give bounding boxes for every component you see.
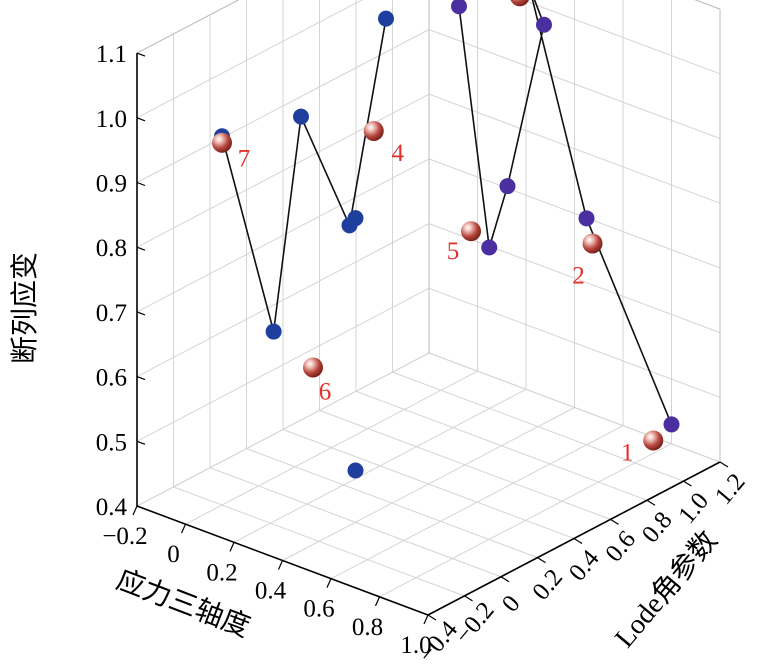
- point-label: 5: [447, 238, 460, 265]
- data-point-purple: [481, 239, 498, 256]
- point-label: 2: [572, 262, 585, 289]
- tick-label-lode: 1.2: [710, 469, 751, 510]
- tick-label-strain: 0.7: [96, 300, 127, 327]
- tick-mark-lode: [610, 518, 619, 525]
- data-point-blue: [378, 10, 394, 27]
- data-point-purple: [536, 16, 552, 33]
- point-label: 6: [319, 378, 332, 405]
- grid-line-floor-lode: [282, 429, 575, 539]
- tick-label-lode: 0: [497, 590, 526, 617]
- grid-line-wall-strain: [428, 93, 721, 204]
- data-point-blue: [265, 323, 282, 340]
- data-point-blue: [347, 462, 364, 479]
- tick-label-strain: 0.9: [96, 171, 127, 198]
- data-point-blue: [293, 108, 309, 125]
- grid-line-floor-lode: [392, 371, 684, 482]
- tick-label-lode: 0.6: [600, 526, 641, 567]
- data-point-sphere: [510, 0, 530, 7]
- tick-label-lode: −0.2: [450, 597, 500, 649]
- data-point-purple: [451, 0, 467, 15]
- point-labels: 1 2 3 4 5 6 7: [238, 0, 634, 466]
- tick-mark-triax: [277, 560, 284, 570]
- point-label: 1: [621, 439, 634, 466]
- tick-label-triax: −0.2: [102, 523, 147, 550]
- tick-mark-strain: [136, 376, 146, 381]
- tick-mark-lode: [719, 461, 729, 468]
- tick-mark-triax: [326, 578, 332, 588]
- tick-label-lode: 1.0: [673, 488, 714, 529]
- data-point-sphere: [303, 357, 323, 378]
- point-label: 7: [238, 146, 251, 173]
- grid-line-wall-strain: [428, 352, 721, 463]
- grid-line-wall-strain: [428, 287, 721, 398]
- grid-line-wall-strain: [521, 0, 721, 75]
- tick-mark-triax: [374, 596, 381, 607]
- data-point-sphere: [461, 221, 481, 242]
- tick-label-triax: 0.8: [352, 614, 383, 641]
- grid-line-wall-strain: [136, 0, 363, 119]
- grid-line-floor-lode: [319, 409, 611, 520]
- grid-line-wall-strain: [428, 223, 721, 334]
- tick-label-triax: 1.0: [400, 632, 431, 659]
- tick-mark-strain: [136, 311, 146, 316]
- tick-mark-lode: [427, 614, 437, 621]
- grid-line-floor-lode: [209, 467, 502, 578]
- tick-label-lode: 0.8: [637, 507, 678, 548]
- tick-label-strain: 0.4: [96, 494, 128, 521]
- tick-label-triax: 0: [167, 541, 180, 568]
- tick-mark-lode: [464, 595, 473, 602]
- tick-mark-lode: [537, 557, 546, 564]
- tick-label-strain: 0.6: [96, 365, 127, 392]
- data-point-sphere: [363, 120, 384, 141]
- tick-label-lode: 0.2: [527, 564, 568, 605]
- grid-line-wall-strain: [428, 29, 721, 139]
- tick-label-triax: 0.4: [255, 578, 287, 605]
- tick-mark-triax: [423, 614, 429, 625]
- tick-mark-triax: [132, 505, 138, 516]
- tick-mark-lode: [646, 499, 656, 506]
- data-point-sphere: [212, 132, 232, 153]
- data-point-blue: [341, 217, 358, 234]
- tick-mark-triax: [229, 542, 235, 552]
- tick-mark-triax: [180, 523, 187, 534]
- tick-mark-lode: [500, 576, 510, 583]
- grid-line-wall-strain: [136, 223, 430, 378]
- tick-mark-strain: [136, 181, 146, 187]
- point-label: 4: [392, 140, 405, 167]
- data-point-purple: [663, 416, 680, 433]
- data-point-sphere: [643, 430, 664, 451]
- grid-line-wall-strain: [136, 93, 430, 248]
- tick-label-strain: 0.5: [96, 429, 127, 456]
- tick-label-strain: 0.8: [96, 235, 127, 262]
- grid-line-wall-strain: [136, 352, 430, 507]
- tick-mark-lode: [683, 480, 692, 487]
- grid-line-wall-strain: [428, 158, 721, 269]
- tick-mark-strain: [136, 117, 146, 122]
- data-point-sphere: [582, 233, 603, 254]
- tick-mark-strain: [136, 246, 146, 251]
- tick-label-triax: 0.6: [303, 596, 334, 623]
- frame-top-left: [136, 0, 240, 54]
- tick-label-lode: 0.4: [564, 545, 605, 587]
- tick-mark-strain: [136, 440, 146, 445]
- point-label: 3: [494, 0, 507, 2]
- grid-line-floor-lode: [355, 390, 648, 501]
- tick-label-triax: 0.2: [206, 559, 237, 586]
- data-points: [212, 0, 680, 479]
- grid-line-floor-lode: [246, 448, 538, 559]
- tick-label-strain: 1.0: [96, 106, 127, 133]
- tick-mark-lode: [573, 537, 583, 545]
- data-point-purple: [499, 178, 516, 195]
- tick-label-strain: 1.1: [96, 41, 127, 68]
- tick-mark-strain: [136, 52, 146, 57]
- axis-title-strain: 断列应变: [9, 252, 41, 364]
- grid-line-floor-lode: [173, 486, 465, 597]
- data-point-purple: [578, 210, 595, 227]
- tick-mark-strain: [136, 505, 146, 510]
- grid-line-wall-strain: [136, 287, 430, 442]
- grid-line-wall-strain: [136, 158, 430, 313]
